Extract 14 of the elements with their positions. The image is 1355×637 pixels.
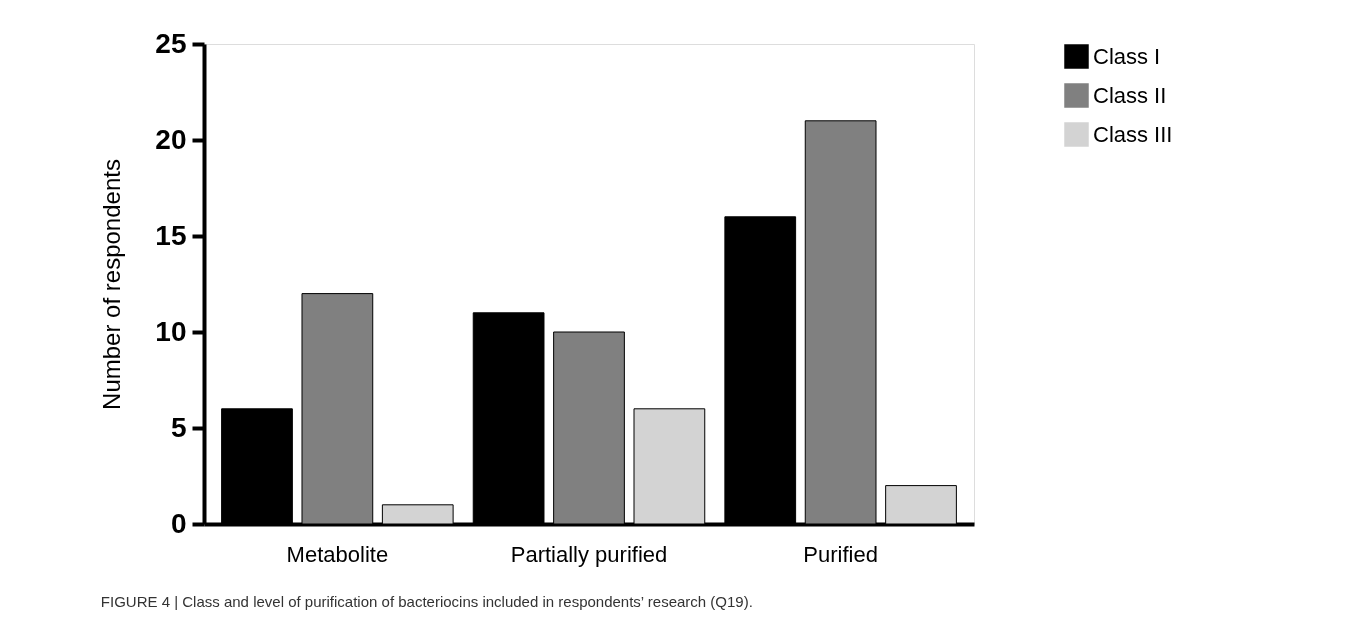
y-axis-title: Number of respondents <box>98 159 126 410</box>
y-tick-label: 25 <box>155 27 187 59</box>
x-tick-label: Metabolite <box>286 541 389 567</box>
y-tick-label: 10 <box>155 315 187 347</box>
y-tick-label: 0 <box>170 507 187 539</box>
x-tick-label: Purified <box>803 541 878 567</box>
caption: FIGURE 4 | Class and level of purification of bacteriocins included in respondents’ research (Q19). <box>100 593 753 610</box>
y-tick-label: 15 <box>155 219 187 251</box>
y-tick-label: 20 <box>155 123 187 155</box>
legend-label: Class I <box>1093 43 1161 69</box>
x-tick-label: Partially purified <box>510 541 668 567</box>
y-tick-label: 5 <box>170 411 187 443</box>
legend-label: Class III <box>1093 121 1173 147</box>
legend-label: Class II <box>1093 82 1167 108</box>
